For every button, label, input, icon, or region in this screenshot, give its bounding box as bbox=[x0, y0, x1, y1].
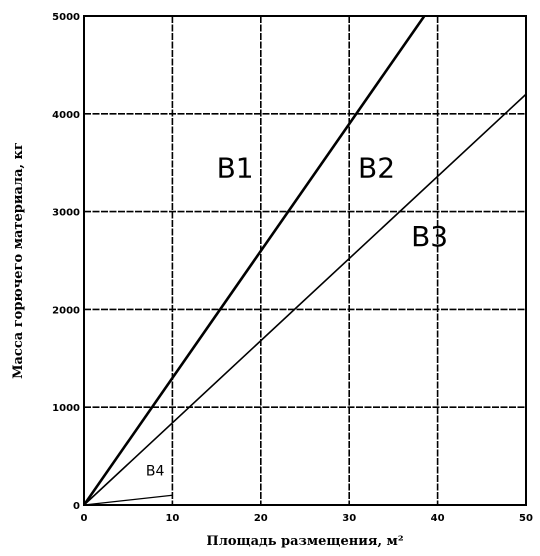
y-tick-label: 5000 bbox=[52, 12, 80, 23]
x-tick-label: 20 bbox=[254, 513, 268, 524]
grid bbox=[84, 16, 526, 505]
x-tick-label: 10 bbox=[165, 513, 179, 524]
series-lines bbox=[82, 15, 527, 506]
region-label-b2: B2 bbox=[358, 151, 395, 184]
region-labels: B1 B2 B3 B4 bbox=[146, 151, 448, 479]
series-line-3 bbox=[83, 494, 173, 506]
y-tick-label: 1000 bbox=[52, 403, 80, 414]
series-line-1 bbox=[82, 15, 426, 506]
region-label-b1: B1 bbox=[217, 151, 254, 184]
series-line-2 bbox=[83, 93, 527, 506]
x-tick-labels: 0 10 20 30 40 50 bbox=[81, 513, 533, 524]
x-tick-label: 0 bbox=[81, 513, 88, 524]
y-tick-label: 4000 bbox=[52, 110, 80, 121]
y-tick-labels: 0 1000 2000 3000 4000 5000 bbox=[52, 12, 80, 512]
x-axis-label: Площадь размещения, м² bbox=[206, 534, 403, 549]
y-tick-label: 0 bbox=[73, 501, 80, 512]
x-tick-label: 50 bbox=[519, 513, 533, 524]
region-label-b3: B3 bbox=[411, 220, 448, 253]
x-tick-label: 30 bbox=[342, 513, 356, 524]
x-tick-label: 40 bbox=[431, 513, 445, 524]
region-label-b4: B4 bbox=[146, 464, 165, 480]
y-axis-label: Масса горючего материала, кг bbox=[11, 142, 26, 379]
y-tick-label: 3000 bbox=[52, 208, 80, 219]
y-tick-label: 2000 bbox=[52, 305, 80, 316]
plot-frame bbox=[83, 15, 527, 506]
